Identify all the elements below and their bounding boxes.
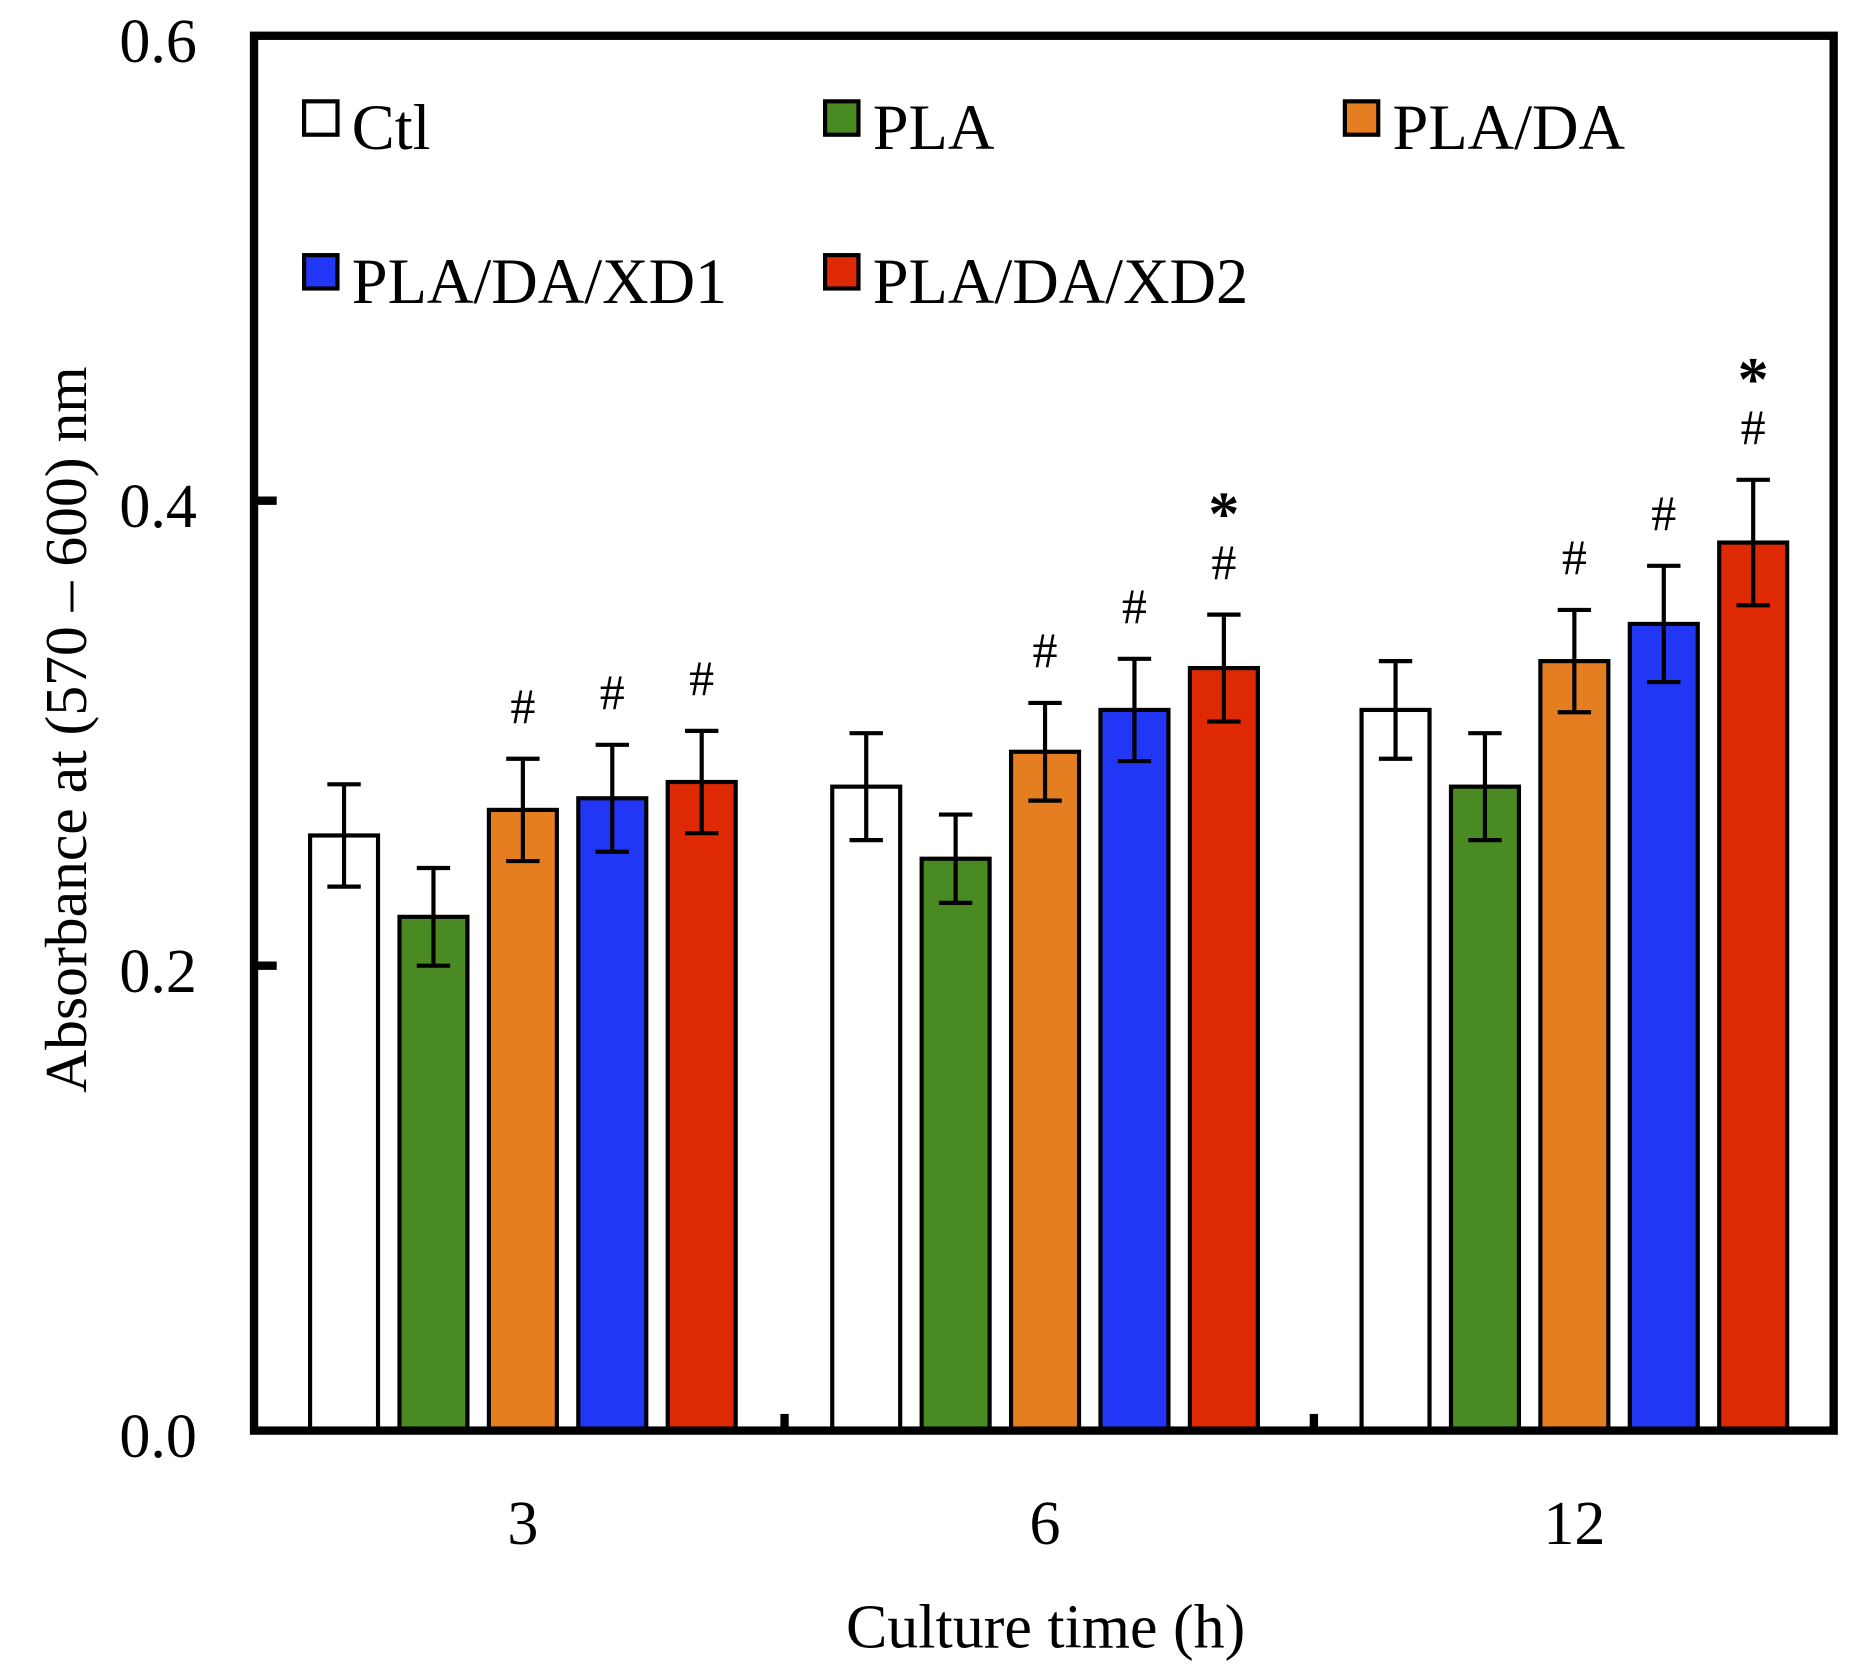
legend-label: PLA/DA/XD2 [873,246,1248,317]
bar-pla-12h [1448,784,1522,1433]
legend-label: PLA/DA/XD1 [352,246,727,317]
significance-hash: # [1122,578,1147,634]
significance-star: * [1208,481,1239,549]
x-axis-label: Culture time (h) [846,1594,1245,1662]
significance-hash: # [689,650,714,706]
bar-pla-da-xd1-6h [1098,707,1171,1433]
x-tick-label: 3 [507,1490,538,1558]
bar-ctl-6h [830,784,903,1433]
x-tick-label: 6 [1030,1490,1061,1558]
legend-swatch-4 [302,253,340,291]
bar-pla-da-6h [1008,749,1082,1433]
significance-hash: # [1651,485,1676,541]
bar-pla-3h [397,914,470,1433]
bar-ctl-12h [1359,707,1432,1433]
bar-pla-da-xd2-3h [665,779,738,1433]
significance-hash: # [1562,529,1587,585]
significance-hash: # [1033,622,1058,678]
bar-pla-da-xd1-12h [1627,621,1700,1433]
bar-pla-da-xd1-3h [576,796,649,1433]
bar-pla-6h [919,856,992,1433]
legend-swatch-1 [302,99,340,137]
y-tick-label: 0.4 [119,473,196,541]
significance-star: * [1738,346,1769,414]
significance-hash: # [510,678,535,734]
y-tick-label: 0.0 [119,1403,196,1471]
y-tick-label: 0.6 [119,8,196,76]
legend-swatch-5 [823,253,861,291]
significance-hash: # [600,664,625,720]
bar-pla-da-xd2-12h [1717,540,1790,1433]
bar-ctl-3h [307,833,381,1433]
legend-swatch-3 [1342,99,1381,137]
plot-frame [249,31,1838,1435]
bar-pla-da-xd2-6h [1187,666,1260,1433]
y-axis: 0.0 0.2 0.4 0.6 [119,8,277,1471]
legend-label: PLA/DA [1393,92,1625,163]
legend-label: Ctl [352,92,431,163]
significance-hash: # [1741,399,1766,455]
y-tick-label: 0.2 [119,938,196,1006]
bar-pla-da-12h [1538,659,1611,1433]
legend-swatch-2 [823,99,861,137]
significance-hash: # [1211,534,1236,590]
legend: Ctl PLA PLA/DA PLA/DA/XD1 PLA/DA/XD2 [302,92,1625,317]
legend-label: PLA [873,92,995,163]
bar-pla-da-3h [486,807,559,1433]
y-axis-label: Absorbance at (570 – 600) nm [33,366,99,1093]
x-tick-label: 12 [1543,1490,1605,1558]
bars-layer: # # # ###*###* [307,346,1790,1433]
x-axis: 3 6 12 [507,1413,1605,1558]
